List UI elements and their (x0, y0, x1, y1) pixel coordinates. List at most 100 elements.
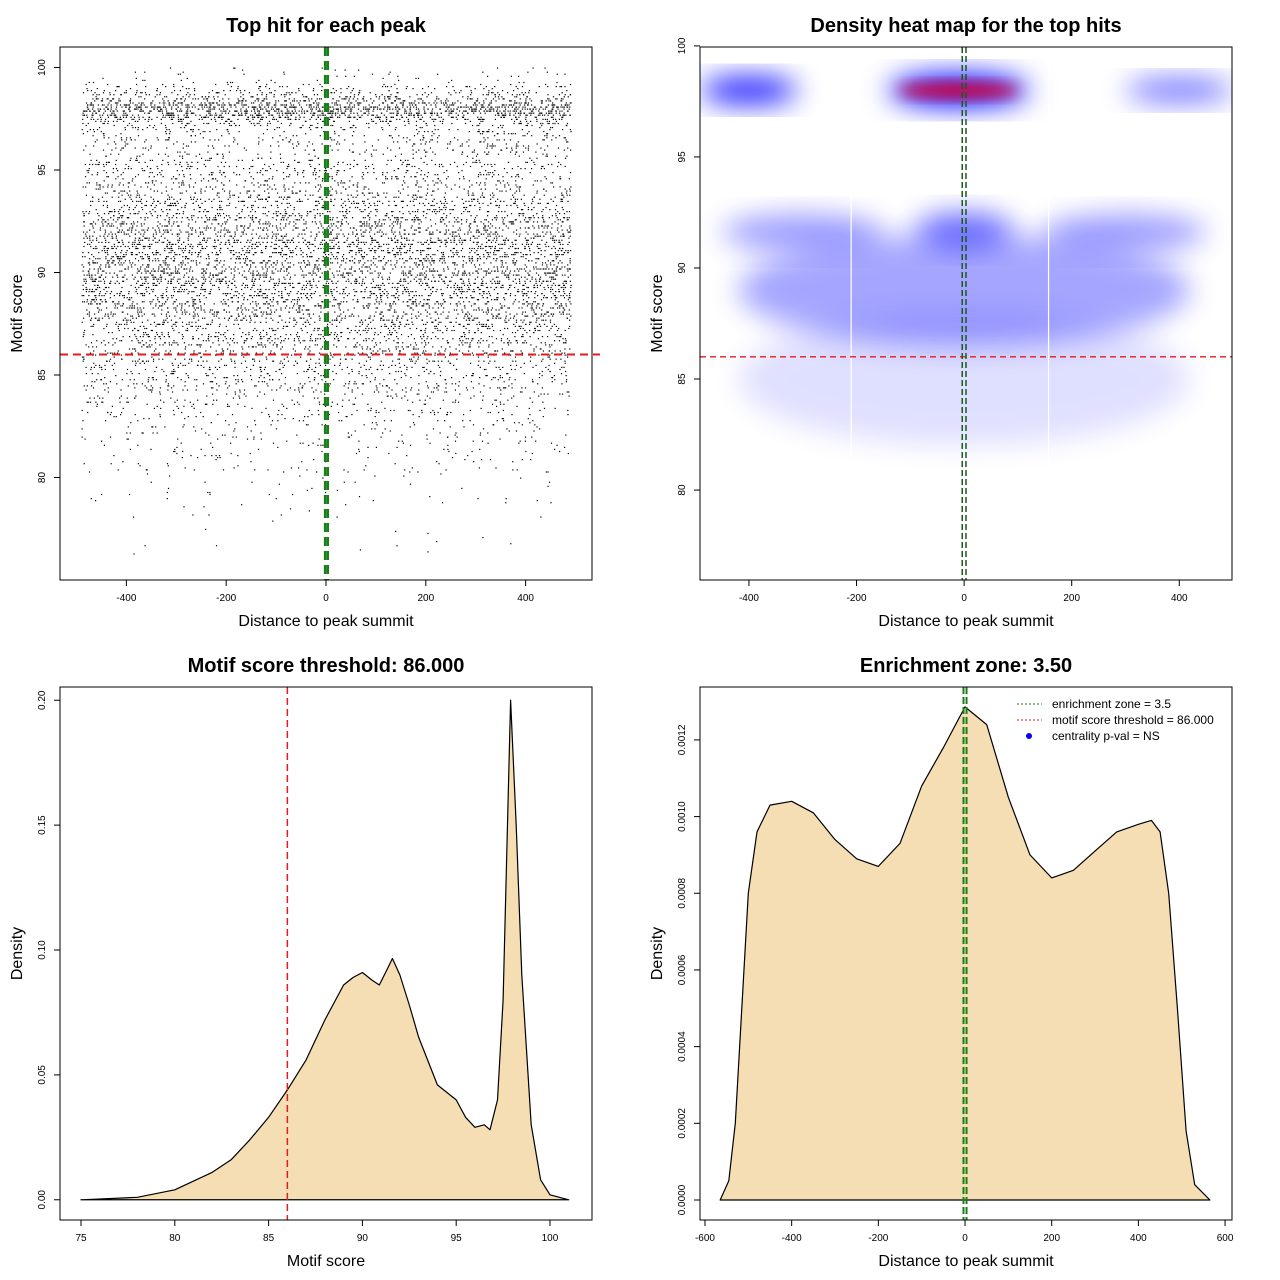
scatter-point (154, 284, 156, 286)
scatter-point (357, 387, 359, 389)
scatter-point (355, 325, 357, 327)
scatter-point (181, 338, 184, 340)
scatter-point (446, 414, 448, 416)
scatter-point (536, 233, 538, 235)
scatter-point (263, 280, 265, 282)
scatter-point (563, 196, 565, 198)
scatter-point (143, 295, 145, 297)
scatter-point (123, 254, 125, 256)
scatter-point (445, 206, 447, 209)
scatter-point (466, 219, 468, 221)
scatter-point (88, 315, 90, 317)
scatter-point (475, 100, 477, 102)
scatter-point (389, 71, 391, 73)
scatter-point (531, 241, 534, 243)
scatter-point (405, 387, 407, 389)
scatter-point (268, 104, 270, 106)
scatter-point (174, 178, 177, 180)
scatter-point (215, 336, 217, 338)
scatter-point (225, 282, 227, 284)
scatter-point (565, 342, 567, 344)
scatter-point (103, 200, 105, 202)
scatter-point (296, 135, 298, 137)
scatter-point (360, 229, 362, 231)
scatter-point (287, 206, 289, 209)
scatter-point (176, 217, 178, 219)
scatter-point (358, 448, 360, 450)
scatter-point (467, 284, 469, 286)
scatter-point (302, 420, 305, 422)
scatter-point (497, 297, 499, 299)
scatter-point (402, 348, 404, 350)
scatter-point (236, 256, 238, 258)
scatter-point (478, 288, 480, 291)
scatter-point (511, 383, 513, 385)
scatter-point (135, 196, 137, 198)
scatter-point (178, 174, 180, 176)
scatter-point (545, 178, 547, 180)
scatter-point (487, 172, 489, 174)
scatter-point (187, 243, 189, 245)
scatter-point (525, 301, 528, 303)
scatter-point (267, 469, 269, 471)
scatter-point (233, 172, 235, 174)
scatter-point (387, 159, 389, 161)
scatter-point (488, 104, 490, 106)
scatter-point (515, 106, 517, 108)
scatter-point (395, 106, 397, 108)
scatter-point (567, 414, 569, 416)
scatter-point (132, 307, 134, 309)
scatter-point (550, 313, 552, 315)
scatter-point (441, 163, 443, 166)
scatter-point (171, 391, 174, 393)
scatter-point (313, 397, 316, 399)
scatter-point (494, 114, 497, 116)
scatter-point (289, 174, 291, 176)
scatter-point (177, 209, 179, 211)
scatter-point (111, 247, 113, 250)
scatter-point (189, 270, 191, 272)
scatter-point (426, 247, 428, 250)
scatter-point (211, 114, 213, 116)
scatter-point (286, 305, 288, 307)
scatter-point (115, 221, 117, 223)
scatter-point (536, 157, 538, 159)
scatter-point (227, 286, 229, 289)
scatter-point (254, 252, 256, 254)
scatter-point (552, 122, 554, 125)
scatter-point (510, 100, 512, 102)
scatter-point (239, 258, 241, 260)
scatter-point (112, 338, 114, 340)
scatter-point (437, 250, 439, 252)
scatter-point (294, 344, 296, 346)
scatter-point (498, 204, 500, 207)
scatter-point (285, 282, 287, 284)
scatter-point (159, 393, 161, 395)
scatter-point (154, 338, 156, 340)
scatter-point (547, 202, 549, 204)
scatter-point (531, 168, 533, 170)
scatter-point (205, 98, 207, 100)
scatter-point (340, 301, 342, 303)
scatter-point (156, 280, 159, 282)
scatter-point (343, 112, 346, 114)
scatter-point (569, 106, 571, 108)
scatter-point (171, 297, 173, 299)
scatter-point (248, 309, 250, 311)
scatter-point (400, 284, 402, 286)
scatter-point (257, 100, 259, 102)
scatter-point (538, 317, 540, 319)
scatter-point (217, 311, 220, 313)
scatter-point (262, 116, 264, 118)
scatter-point (503, 168, 506, 170)
scatter-point (522, 321, 524, 323)
scatter-point (137, 444, 139, 446)
scatter-point (284, 213, 286, 215)
scatter-point (539, 409, 541, 412)
scatter-point (102, 163, 105, 166)
scatter-point (318, 315, 320, 317)
scatter-point (390, 149, 392, 151)
scatter-point (447, 268, 449, 270)
scatter-point (187, 225, 189, 227)
scatter-point (392, 321, 394, 323)
